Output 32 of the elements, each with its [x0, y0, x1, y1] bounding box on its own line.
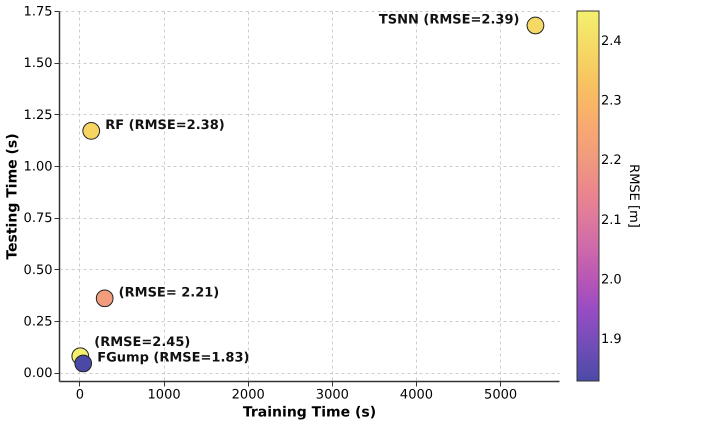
- color-bar-title: RMSE [m]: [626, 164, 641, 228]
- point: [96, 289, 114, 308]
- point: [82, 122, 100, 140]
- y-tick-label: 1.50: [24, 56, 52, 72]
- y-tick-label: 0.50: [24, 262, 52, 278]
- x-tick-label: 2000: [232, 388, 265, 402]
- color-bar-label: 2.2: [601, 153, 622, 168]
- point: [74, 354, 92, 372]
- annotation: RF (RMSE=2.38): [105, 118, 225, 133]
- annotation: (RMSE= 2.21): [118, 285, 220, 300]
- y-tick-label: 0.25: [24, 314, 52, 330]
- y-tick-label: 0.75: [24, 211, 52, 226]
- color-bar-label: 1.9: [601, 332, 622, 348]
- color-bar-label: 2.0: [601, 272, 622, 288]
- x-tick-label: 1000: [148, 388, 181, 402]
- x-tick-label: 0: [76, 388, 84, 402]
- annotation: TSNN (RMSE=2.39): [378, 12, 520, 28]
- y-axis-title: Testing Time (s): [4, 133, 21, 260]
- x-tick-label: 4000: [400, 388, 434, 402]
- color-bar-label: 2.4: [601, 34, 622, 49]
- annotation: FGump (RMSE=1.83): [97, 350, 250, 366]
- annotation: (RMSE=2.45): [94, 335, 190, 350]
- y-tick-label: 0.00: [24, 366, 52, 382]
- y-tick-label: 1.00: [24, 160, 52, 175]
- point: [526, 16, 544, 34]
- x-axis-title: Training Time (s): [242, 404, 376, 420]
- color-bar-label: 2.1: [601, 212, 622, 228]
- color-bar-label: 2.3: [601, 94, 622, 109]
- y-tick-label: 1.75: [24, 4, 52, 20]
- y-tick-label: 1.25: [24, 108, 52, 123]
- x-tick-label: 3000: [316, 388, 349, 402]
- x-tick-label: 5000: [484, 388, 518, 402]
